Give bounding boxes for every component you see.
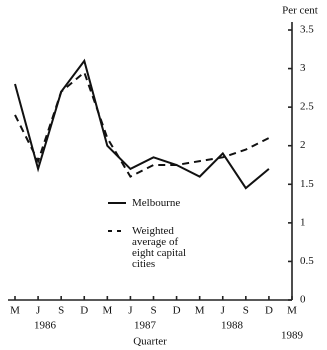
year-label: 1987: [134, 320, 157, 332]
y-tick-label: 1: [300, 216, 306, 228]
y-tick-label: 2: [300, 139, 306, 151]
y-tick-label: 2.5: [300, 101, 314, 113]
y-tick-label: 0: [300, 294, 306, 306]
x-axis-label: Quarter: [133, 336, 167, 348]
y-tick-label: 0.5: [300, 255, 314, 267]
x-tick-label: M: [195, 305, 205, 317]
x-tick-label: M: [287, 305, 297, 317]
x-tick-label: S: [243, 305, 249, 317]
y-axis-label: Per cent: [282, 5, 318, 17]
legend-label: Weighted average of eight capital cities: [132, 225, 186, 270]
year-label: 1988: [221, 320, 244, 332]
x-tick-label: J: [128, 305, 133, 317]
x-tick-label: S: [150, 305, 156, 317]
x-tick-label: J: [221, 305, 226, 317]
x-tick-label: J: [36, 305, 41, 317]
year-label: 1986: [34, 320, 57, 332]
year-label: 1989: [281, 330, 304, 342]
x-tick-label: M: [10, 305, 20, 317]
x-tick-label: D: [173, 305, 181, 317]
y-tick-label: 3.5: [300, 24, 314, 36]
y-tick-label: 3: [300, 62, 306, 74]
x-tick-label: M: [102, 305, 112, 317]
x-tick-label: D: [265, 305, 273, 317]
y-tick-label: 1.5: [300, 178, 314, 190]
series-line: [14, 58, 270, 190]
legend-label: Melbourne: [132, 197, 180, 209]
x-tick-label: D: [80, 305, 88, 317]
x-tick-label: S: [58, 305, 64, 317]
series-line: [14, 70, 270, 178]
